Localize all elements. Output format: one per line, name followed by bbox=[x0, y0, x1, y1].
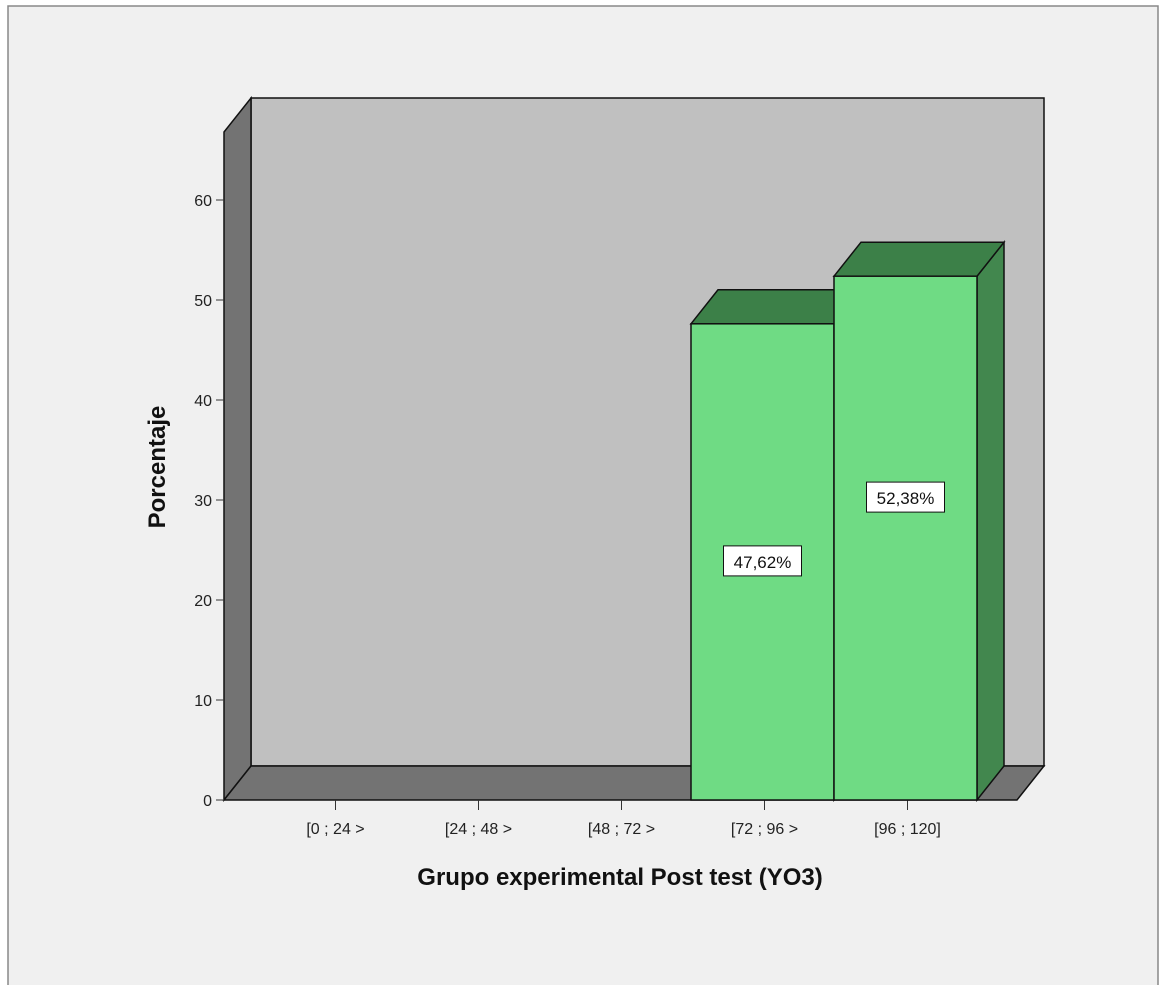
bar bbox=[832, 240, 1006, 803]
y-tick-label: 20 bbox=[194, 593, 212, 610]
x-tick-label: [96 ; 120] bbox=[874, 821, 941, 838]
data-label-box bbox=[866, 481, 945, 513]
x-tick-label: [48 ; 72 > bbox=[588, 821, 655, 838]
data-label-text: 47,62% bbox=[734, 553, 792, 572]
data-label-text: 52,38% bbox=[877, 489, 935, 508]
x-tick-label: [72 ; 96 > bbox=[731, 821, 798, 838]
y-tick-label: 0 bbox=[203, 793, 212, 810]
x-tick-label: [0 ; 24 > bbox=[306, 821, 364, 838]
bar-side bbox=[976, 240, 1005, 803]
data-label: 47,62% bbox=[723, 545, 802, 577]
y-axis-title: Porcentaje bbox=[144, 406, 171, 529]
x-tick-label: [24 ; 48 > bbox=[445, 821, 512, 838]
y-tick-label: 10 bbox=[194, 693, 212, 710]
data-label: 52,38% bbox=[866, 481, 945, 513]
data-label-box bbox=[723, 545, 802, 577]
bar-front bbox=[833, 275, 978, 801]
y-tick-label: 40 bbox=[194, 393, 212, 410]
y-tick-label: 50 bbox=[194, 293, 212, 310]
left-wall bbox=[223, 95, 252, 803]
y-tick-label: 30 bbox=[194, 493, 212, 510]
x-axis-title: Grupo experimental Post test (YO3) bbox=[417, 864, 822, 891]
bar-top bbox=[832, 241, 1006, 277]
y-tick-label: 60 bbox=[194, 193, 212, 210]
